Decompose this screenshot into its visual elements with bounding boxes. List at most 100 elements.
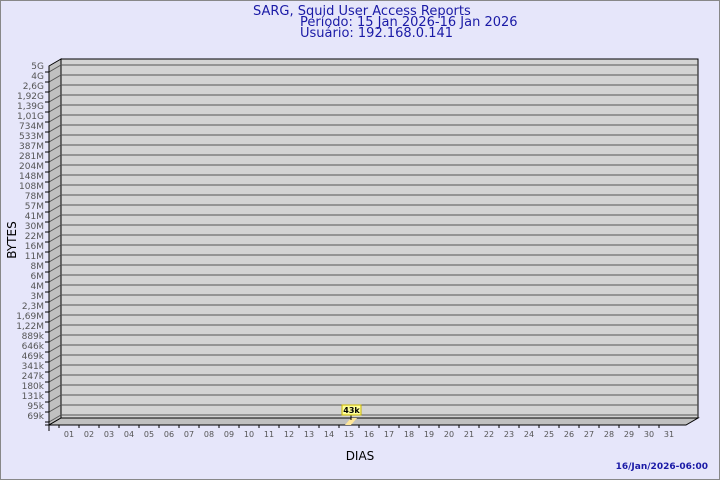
x-tick-label: 22 [484,430,494,439]
gridline-side [48,324,62,333]
gridline-side [48,74,62,83]
gridline-side [48,224,62,233]
y-tick-label: 41M [25,212,44,222]
x-tick-label: 28 [604,430,614,439]
gridline-side [48,304,62,313]
x-tick-label: 01 [64,430,74,439]
x-tick-label: 30 [644,430,654,439]
x-tick-label: 23 [504,430,514,439]
y-axis-title: BYTES [5,221,19,258]
y-tick-label: 734M [19,122,44,132]
x-tick-label: 17 [384,430,394,439]
y-tick-label: 281M [19,152,44,162]
x-tick-label: 29 [624,430,634,439]
y-tick-label: 108M [19,182,44,192]
x-tick-label: 10 [244,430,254,439]
gridline-side [48,164,62,173]
gridline-side [48,94,62,103]
x-tick-label: 26 [564,430,574,439]
data-label-box [341,404,362,416]
y-tick-label: 148M [19,172,44,182]
gridline-side [48,174,62,183]
y-tick-label: 30M [25,222,44,232]
y-tick-label: 2,6G [23,82,44,92]
gridline-side [48,414,62,423]
y-tick-label: 4G [31,72,44,82]
gridline-side [48,254,62,263]
gridline-side [48,394,62,403]
y-tick-label: 6M [31,272,45,282]
plot-floor [47,417,700,426]
x-tick-label: 06 [164,430,174,439]
gridline-side [48,104,62,113]
gridline-side [48,124,62,133]
gridline-side [48,404,62,413]
gridline-side [48,194,62,203]
x-tick-label: 14 [324,430,334,439]
y-tick-label: 180k [22,382,45,392]
gridline-side [48,204,62,213]
y-tick-label: 889k [22,332,45,342]
x-tick-label: 03 [104,430,114,439]
y-tick-label: 4M [31,282,45,292]
chart-title: SARG, Squid User Access Reports [253,4,471,19]
gridline-side [48,234,62,243]
gridline-side [48,264,62,273]
y-tick-label: 469k [22,352,45,362]
gridline-side [48,144,62,153]
x-tick-label: 19 [424,430,434,439]
y-tick-label: 3M [31,292,45,302]
y-tick-label: 1,22M [16,322,44,332]
gridline-side [48,344,62,353]
x-tick-label: 05 [144,430,154,439]
x-tick-label: 24 [524,430,534,439]
gridline-side [48,184,62,193]
chart-user: Usuário: 192.168.0.141 [300,26,454,41]
x-tick-label: 16 [364,430,374,439]
gridline-side [48,354,62,363]
gridline-side [48,274,62,283]
x-tick-label: 15 [344,430,354,439]
gridline-side [48,384,62,393]
x-tick-label: 04 [124,430,134,439]
y-tick-label: 341k [22,362,45,372]
y-tick-label: 5G [31,62,44,72]
x-tick-label: 07 [184,430,194,439]
gridline-side [48,114,62,123]
gridline-side [48,154,62,163]
x-tick-label: 12 [284,430,294,439]
y-tick-label: 57M [25,202,44,212]
y-tick-label: 8M [31,262,45,272]
x-tick-label: 08 [204,430,214,439]
x-tick-label: 11 [264,430,274,439]
x-tick-label: 18 [404,430,414,439]
y-tick-label: 387M [19,142,44,152]
y-tick-label: 95k [27,402,44,412]
y-tick-label: 11M [25,252,44,262]
y-tick-label: 1,92G [17,92,44,102]
y-tick-label: 204M [19,162,44,172]
gridline-side [48,244,62,253]
y-tick-label: 533M [19,132,44,142]
gridline-side [48,134,62,143]
x-tick-label: 09 [224,430,234,439]
y-tick-label: 2,3M [22,302,44,312]
x-tick-label: 31 [664,430,674,439]
gridline-side [48,214,62,223]
y-tick-label: 1,69M [16,312,44,322]
x-tick-label: 13 [304,430,314,439]
gridline-side [48,294,62,303]
y-tick-label: 131k [22,392,45,402]
x-tick-label: 20 [444,430,454,439]
plot-back-wall [60,58,699,419]
x-tick-label: 02 [84,430,94,439]
gridline-side [48,314,62,323]
y-tick-label: 16M [25,242,44,252]
y-tick-label: 247k [22,372,45,382]
bar-day-15 [345,418,357,425]
plot-side-wall [48,58,62,426]
y-tick-label: 78M [25,192,44,202]
y-tick-label: 1,01G [17,112,44,122]
data-label: 43k [343,406,360,415]
